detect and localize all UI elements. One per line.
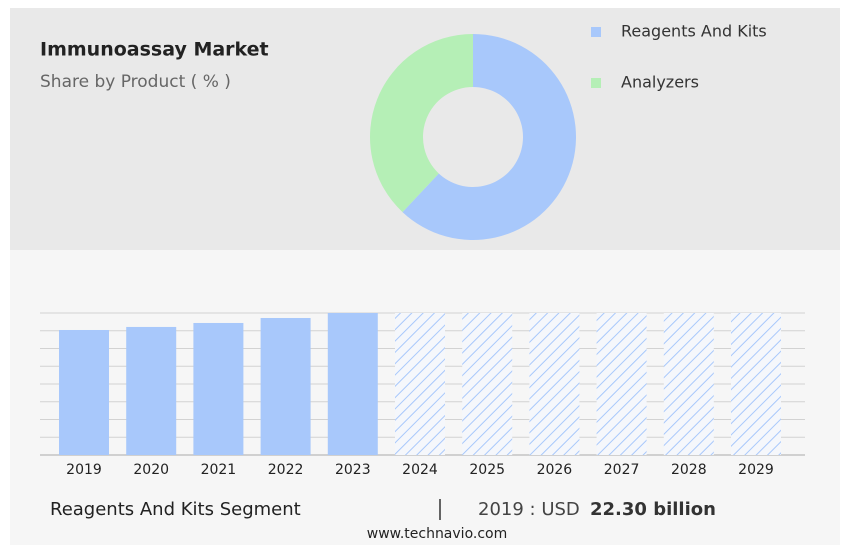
pie-slice	[369, 34, 473, 213]
legend-label: Reagents And Kits	[621, 22, 767, 41]
x-tick-label: 2021	[201, 462, 237, 478]
source: www.technavio.com	[367, 526, 508, 542]
bar	[126, 326, 177, 455]
legend-swatch	[591, 78, 601, 88]
forecast-placeholder	[529, 313, 580, 455]
pie-slice	[402, 34, 576, 240]
bar	[193, 322, 244, 455]
x-tick-label: 2020	[133, 462, 169, 478]
legend-swatch	[591, 27, 601, 37]
x-tick-label: 2023	[335, 462, 371, 478]
x-tick-label: 2028	[671, 462, 707, 478]
x-tick-label: 2024	[402, 462, 438, 478]
legend-label: Analyzers	[621, 73, 699, 92]
x-tick-label: 2029	[738, 462, 774, 478]
footer-year-unit: 2019 : USD	[478, 499, 580, 520]
footer-segment: Reagents And Kits Segment	[50, 499, 301, 520]
forecast-placeholder	[596, 313, 647, 455]
chart-subtitle: Share by Product ( % )	[40, 72, 231, 92]
x-tick-label: 2027	[604, 462, 640, 478]
x-tick-label: 2019	[66, 462, 102, 478]
chart-title: Immunoassay Market	[40, 39, 269, 61]
forecast-placeholder	[663, 313, 714, 455]
forecast-placeholder	[462, 313, 513, 455]
bar	[327, 313, 378, 455]
x-tick-label: 2026	[537, 462, 573, 478]
footer-value: 22.30 billion	[590, 499, 716, 520]
forecast-placeholder	[395, 313, 445, 455]
x-tick-label: 2022	[268, 462, 304, 478]
bar	[59, 329, 109, 455]
x-tick-label: 2025	[469, 462, 505, 478]
bar	[260, 317, 311, 455]
forecast-placeholder	[731, 313, 781, 455]
